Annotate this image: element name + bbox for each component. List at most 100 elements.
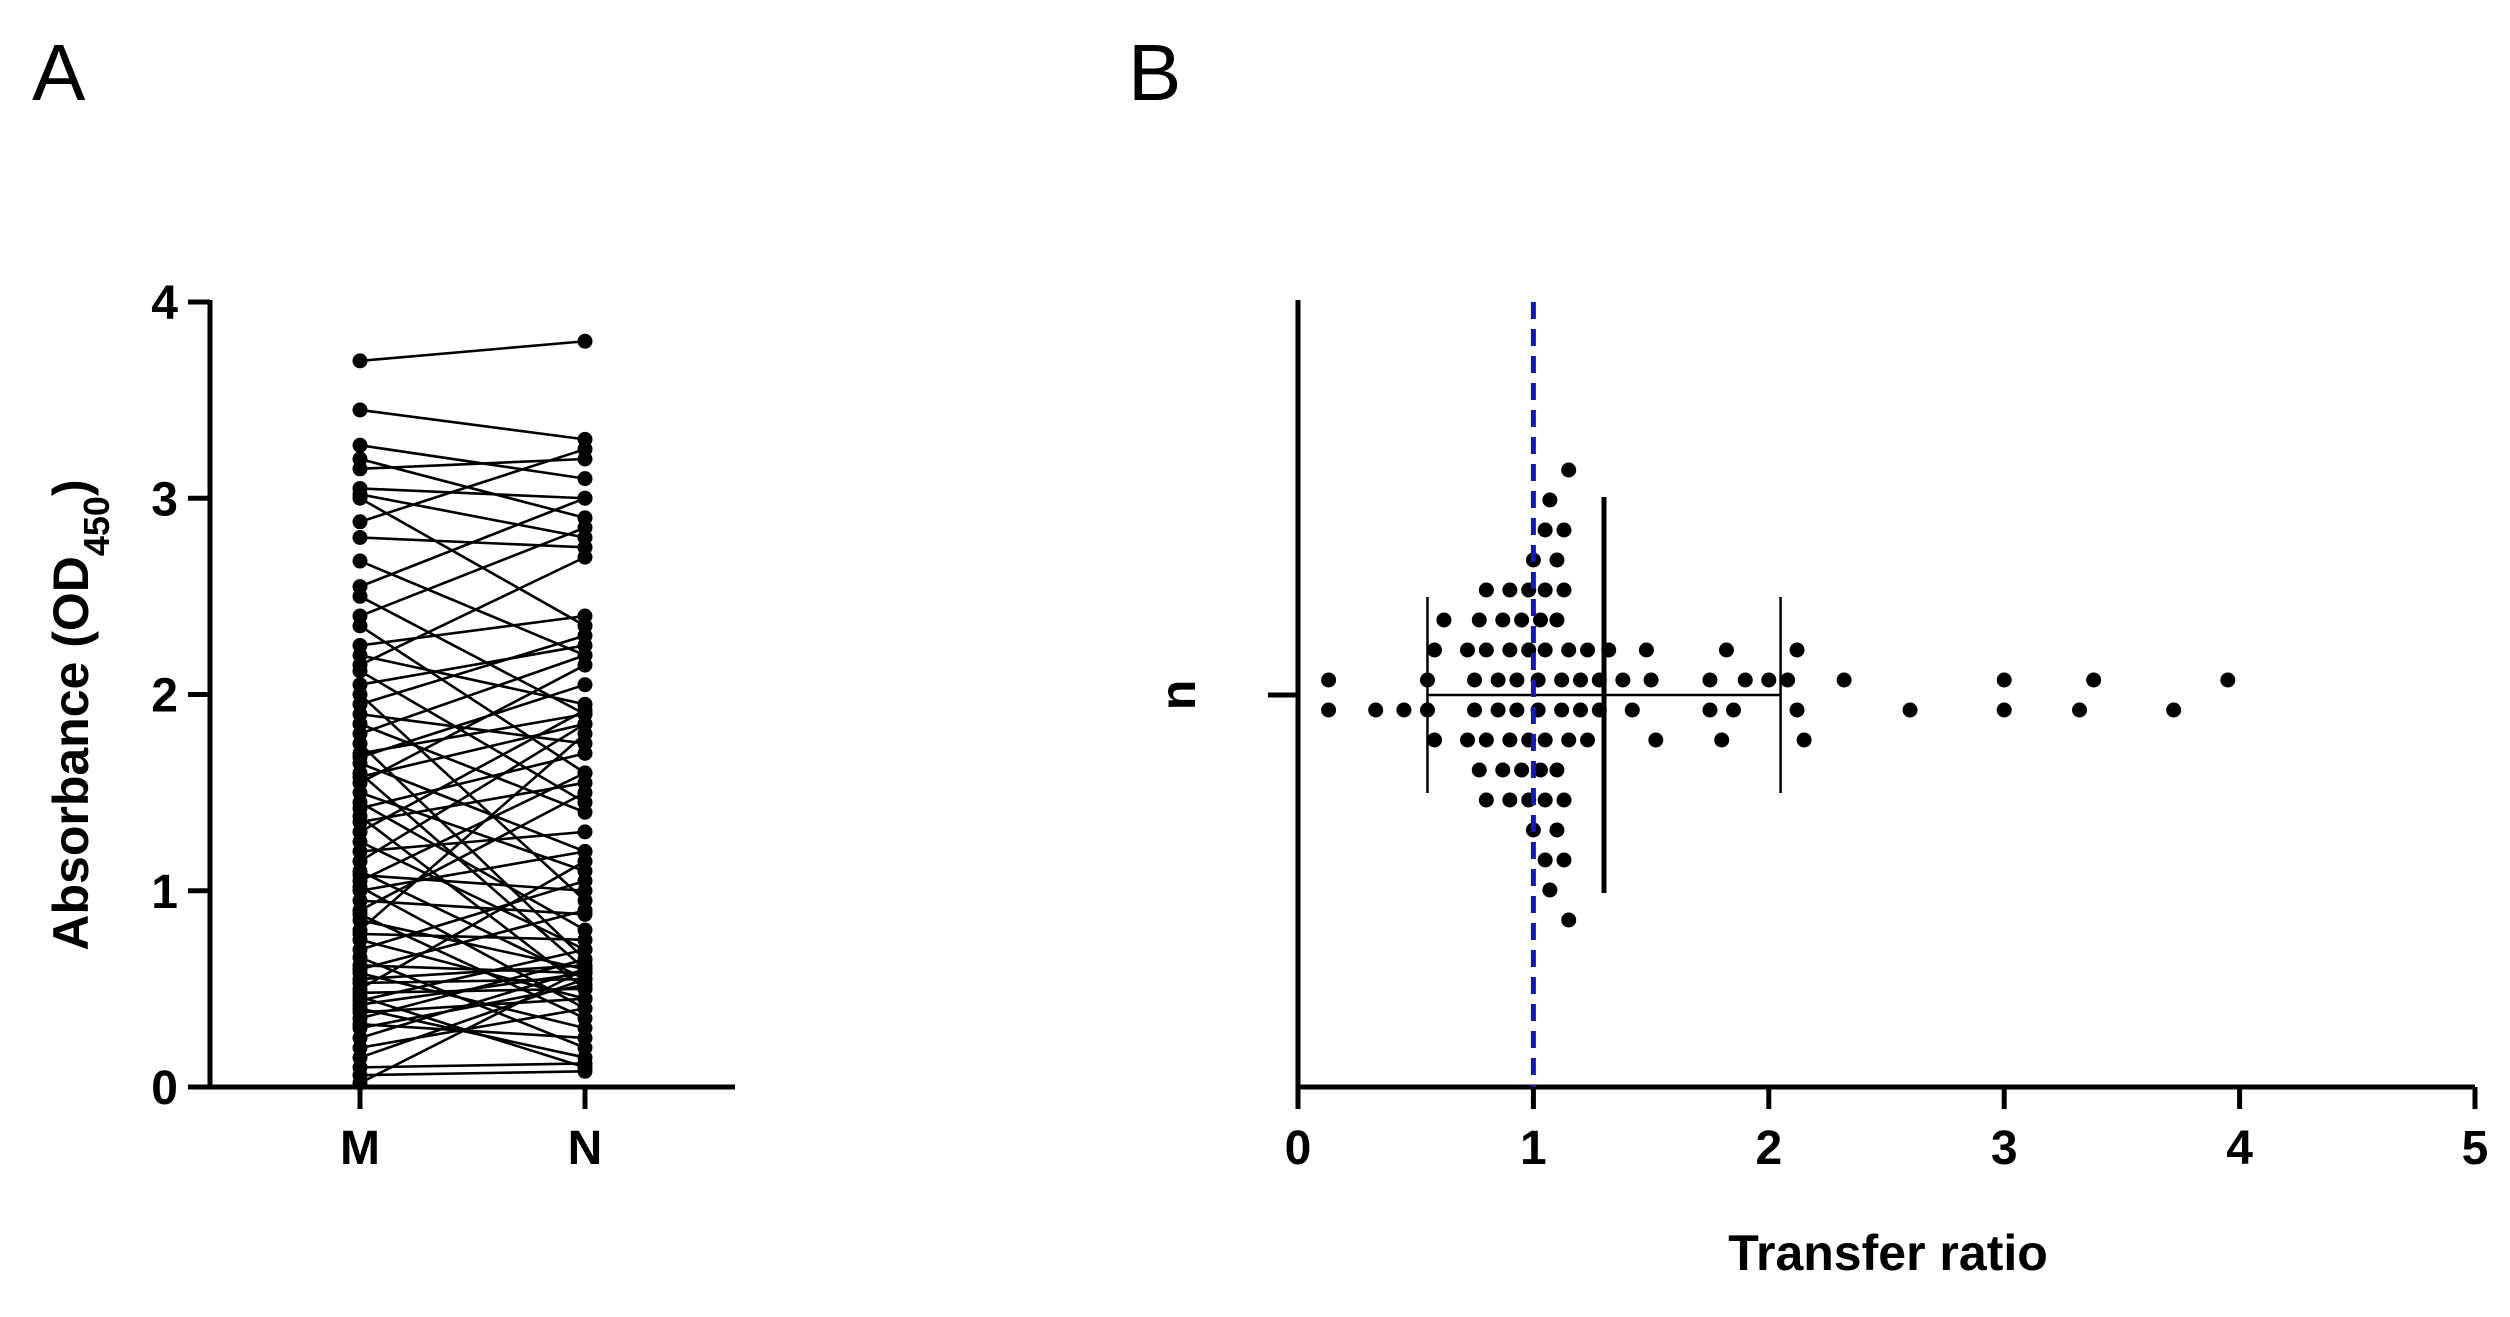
data-point-m [352, 553, 368, 569]
y-tick-label: 4 [151, 277, 178, 330]
data-point [1419, 672, 1435, 688]
pair-line [359, 654, 586, 735]
pair-line [359, 752, 586, 810]
pair-line [359, 447, 586, 524]
pair-line [359, 732, 586, 931]
data-point [1580, 732, 1596, 748]
data-point [1537, 792, 1553, 808]
data-point [1718, 642, 1734, 658]
data-point-n [577, 549, 593, 565]
data-point-n [577, 471, 593, 487]
pair-line [359, 497, 586, 627]
data-point [1836, 672, 1852, 688]
data-point [1436, 612, 1452, 628]
data-point [1615, 672, 1631, 688]
data-point-m [352, 437, 368, 453]
data-point-m [352, 530, 368, 545]
chart-a-axes: 0 1 2 3 4 M N [151, 277, 735, 1175]
data-point [1532, 612, 1548, 628]
data-point [1549, 612, 1565, 628]
chart-a: 0 1 2 3 4 M N Absorbance (OD450) [43, 277, 735, 1175]
data-point [1572, 702, 1588, 718]
data-point-m [352, 402, 368, 418]
data-point-n [577, 853, 593, 869]
data-point [1514, 762, 1530, 778]
data-point [1490, 702, 1506, 718]
data-point [1789, 702, 1805, 718]
pair-line [359, 968, 586, 1085]
y-tick-label: 3 [151, 473, 178, 526]
data-point [1601, 642, 1617, 658]
data-point-n [577, 785, 593, 801]
data-point [1556, 582, 1572, 598]
pair-line [359, 722, 586, 779]
chart-b: 0 1 2 3 4 5 Transfer ratio n [1150, 300, 2488, 1281]
x-tick-label: 1 [1520, 1122, 1547, 1175]
data-point-m [352, 490, 368, 506]
data-point [1648, 732, 1664, 748]
pair-line [359, 932, 586, 942]
data-point-n [577, 902, 593, 918]
data-point [1591, 672, 1607, 688]
data-point [1490, 672, 1506, 688]
chart-b-y-axis-label: n [1150, 680, 1206, 711]
data-point [1549, 762, 1565, 778]
pair-line [359, 761, 586, 853]
pair-line [359, 840, 586, 951]
data-point [1549, 822, 1565, 838]
data-point [1542, 492, 1558, 508]
pair-line [359, 487, 586, 500]
pair-line [359, 722, 586, 863]
data-point-n [577, 1001, 593, 1016]
pair-line [359, 559, 586, 657]
data-point [1702, 702, 1718, 718]
pair-line [359, 693, 586, 902]
data-point [1514, 612, 1530, 628]
data-point [1737, 672, 1753, 688]
pair-line [359, 634, 586, 706]
pair-line [359, 1007, 586, 1059]
data-point [1537, 732, 1553, 748]
pair-line [359, 964, 586, 981]
chart-b-x-axis-label: Transfer ratio [1728, 1225, 2048, 1281]
data-point-n [577, 1030, 593, 1046]
data-point-n [577, 490, 593, 506]
pair-line [359, 712, 586, 745]
data-point [1427, 732, 1443, 748]
pair-line [359, 712, 586, 755]
x-tick-label: M [340, 1122, 380, 1175]
data-point [1467, 672, 1483, 688]
data-point-n [577, 628, 593, 644]
data-point-n [577, 441, 593, 457]
pair-line [359, 909, 586, 971]
pair-line [359, 958, 586, 1020]
data-point [1509, 672, 1525, 688]
pair-line [359, 948, 586, 1002]
data-point [1502, 582, 1518, 598]
pair-line [359, 801, 586, 932]
data-point [1478, 642, 1494, 658]
x-tick-label: 4 [2226, 1122, 2253, 1175]
data-point [2086, 672, 2102, 688]
data-point [1714, 732, 1730, 748]
data-point [1537, 582, 1553, 598]
data-point [1368, 702, 1384, 718]
y-tick-label: 0 [151, 1062, 178, 1115]
data-point [1321, 672, 1337, 688]
pair-line [359, 408, 586, 441]
x-tick-label: 0 [1285, 1122, 1312, 1175]
data-point-n [577, 726, 593, 742]
pair-line [359, 624, 586, 775]
pair-line [359, 644, 586, 686]
pair-line [359, 791, 586, 912]
data-point [1396, 702, 1412, 718]
data-point [1702, 672, 1718, 688]
chart-b-summary-lines [1426, 497, 1782, 893]
data-point [1761, 672, 1777, 688]
data-point-n [577, 657, 593, 673]
data-point [1554, 672, 1570, 688]
pair-line [359, 830, 586, 853]
pair-line [359, 722, 586, 814]
data-point [2220, 672, 2236, 688]
data-point [1467, 702, 1483, 718]
